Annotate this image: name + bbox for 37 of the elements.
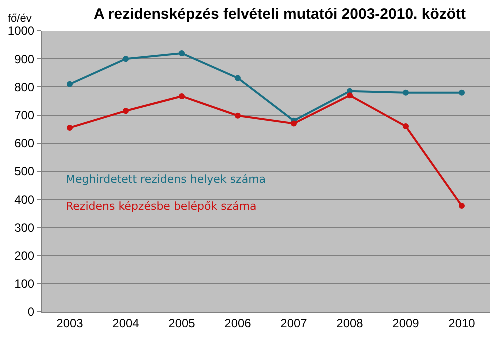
point: [123, 108, 129, 114]
y-tick-label: 900: [14, 52, 35, 66]
y-tick-label: 500: [14, 164, 35, 179]
y-tick-label: 300: [14, 220, 35, 235]
y-tick-label: 1000: [8, 24, 35, 38]
point: [67, 81, 73, 88]
point: [123, 56, 129, 62]
y-tick-label: 600: [14, 136, 35, 151]
x-tick-label: 2004: [112, 316, 140, 330]
x-tick-label: 2005: [168, 316, 196, 330]
point: [235, 75, 241, 82]
x-tick-label: 2009: [392, 316, 420, 330]
point: [235, 112, 241, 119]
text: Meghirdetett rezidens helyek száma: [66, 173, 266, 186]
point: [179, 50, 185, 56]
y-tick-label: 400: [14, 192, 35, 207]
y-tick-label: 100: [14, 277, 35, 292]
x-tick-label: 2008: [336, 316, 364, 330]
x-tick-label: 2006: [224, 316, 252, 330]
point: [179, 93, 185, 100]
point: [67, 124, 73, 131]
y-tick-label: 800: [14, 80, 35, 94]
x-tick-label: 2010: [448, 316, 476, 330]
chart-title: A rezidensképzés felvételi mutatói 2003-2010. között: [94, 6, 466, 24]
point: [403, 90, 409, 96]
y-tick-label: 0: [28, 305, 35, 320]
x-tick-label: 2007: [280, 316, 308, 330]
point: [291, 120, 297, 127]
y-tick-label: 700: [14, 108, 35, 122]
point: [403, 124, 409, 130]
text: Rezidens képzésbe belépők száma: [66, 200, 257, 213]
point: [459, 90, 465, 96]
y-axis-title: fő/év: [8, 13, 32, 25]
x-tick-label: 2003: [56, 316, 84, 330]
point: [347, 92, 353, 99]
y-tick-label: 200: [14, 249, 35, 263]
point: [459, 203, 465, 210]
